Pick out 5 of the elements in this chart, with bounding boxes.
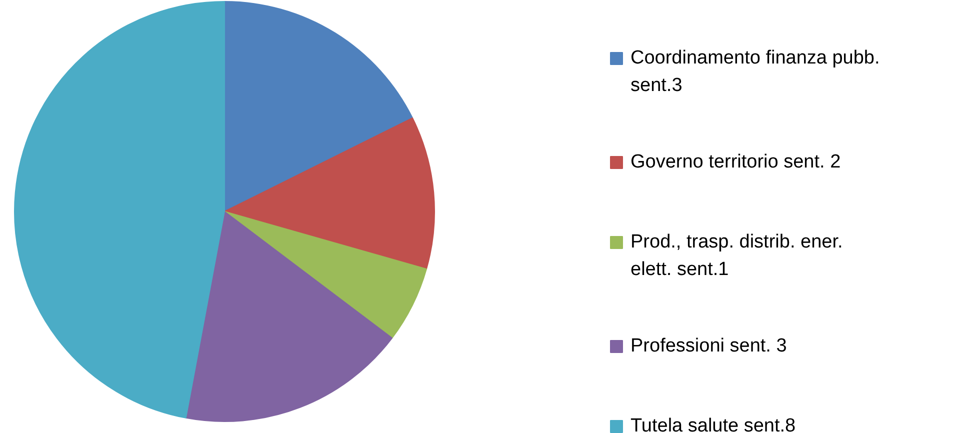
legend-label: Professioni sent. 3 xyxy=(630,336,787,356)
legend-label: Prod., trasp. distrib. ener. elett. sent.1 xyxy=(630,232,843,280)
legend-label: Governo territorio sent. 2 xyxy=(630,152,841,172)
legend-label: Tutela salute sent.8 xyxy=(630,416,796,433)
legend-label: Coordinamento finanza pubb. sent.3 xyxy=(630,48,880,96)
